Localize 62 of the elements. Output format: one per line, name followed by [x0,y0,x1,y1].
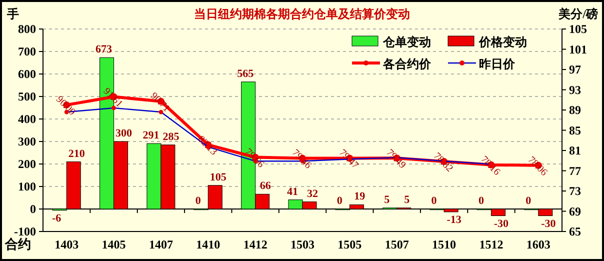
data-label: 0 [526,195,532,207]
data-label: 32 [307,188,318,200]
x-tick-label: 1405 [102,238,126,252]
y2-axis-title: 美分/磅 [558,7,598,21]
y2-tick-label: 89 [569,103,581,117]
data-label: 66 [260,180,272,192]
y-tick-label: 700 [18,44,36,58]
x-axis-title: 合约 [4,236,31,252]
y2-tick-label: 81 [569,144,581,158]
y2-tick-label: 65 [569,224,581,238]
legend-label: 昨日价 [479,57,516,71]
y-tick-label: -100 [14,224,36,238]
y-tick-label: 300 [18,134,36,148]
y-tick-label: 800 [18,22,36,36]
x-tick-label: 1412 [243,238,268,252]
data-label: -6 [52,212,62,224]
y2-tick-label: 77 [569,164,581,178]
data-label: 673 [96,44,113,56]
data-label: 5 [404,194,410,206]
legend-label: 仓单变动 [382,35,431,49]
x-tick-label: 1407 [148,238,173,252]
legend-label: 价格变动 [478,35,527,49]
x-tick-label: 1503 [290,238,314,252]
data-label: 0 [336,195,343,207]
x-tick-label: 1510 [432,238,456,252]
y2-tick-label: 69 [569,204,581,218]
data-label: 291 [142,130,160,142]
data-label: 210 [68,148,86,160]
y-tick-label: 200 [18,157,36,171]
data-label: 300 [116,128,133,140]
y-axis-title: 手 [6,7,19,21]
legend-label: 各合约价 [382,57,432,71]
x-tick-label: 1410 [196,238,220,252]
data-label: 565 [237,68,254,80]
data-label: 5 [384,194,390,206]
data-label: 41 [287,186,298,198]
y-tick-label: 100 [18,180,36,194]
data-label: 0 [195,195,202,207]
x-tick-label: 1512 [479,238,504,252]
x-tick-label: 1507 [384,238,409,252]
y2-tick-label: 105 [569,22,587,36]
chart-title: 当日纽约期棉各期合约仓单及结算价变动 [194,7,410,21]
y2-tick-label: 101 [569,42,587,56]
data-label: 0 [478,195,484,207]
data-label: 105 [210,171,227,184]
data-label: -13 [446,214,462,226]
data-label: 285 [162,130,180,143]
y-tick-label: 500 [18,90,36,104]
data-label: 0 [431,195,438,207]
y2-tick-label: 73 [569,184,581,198]
y2-tick-label: 85 [569,123,581,138]
data-label: -30 [494,218,510,230]
x-tick-label: 1505 [338,238,362,252]
y-tick-label: 400 [18,112,36,126]
x-tick-label: 1403 [54,238,79,252]
data-label: 19 [354,190,366,203]
y-tick-label: 0 [30,202,36,216]
y2-tick-label: 97 [569,62,581,76]
x-tick-label: 1603 [526,238,550,252]
y-tick-label: 600 [18,67,36,81]
y2-tick-label: 93 [569,82,581,97]
data-label: -30 [541,218,556,230]
